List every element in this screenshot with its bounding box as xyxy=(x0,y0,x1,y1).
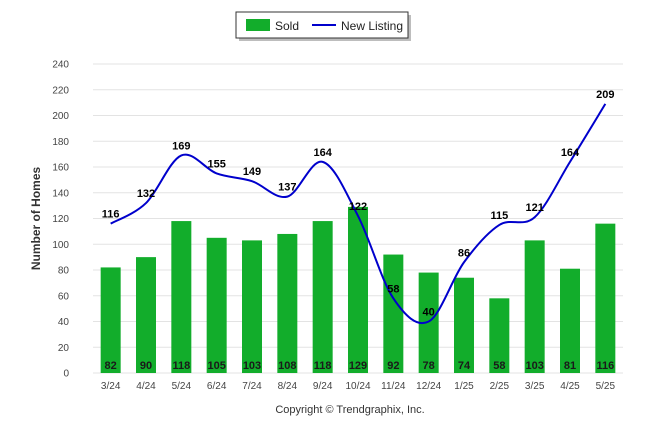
bar-label-sold: 92 xyxy=(387,360,399,372)
bar-label-sold: 81 xyxy=(564,360,576,372)
x-axis-ticks: 3/24 4/24 5/24 6/24 7/24 8/24 9/24 10/24 11/24 12… xyxy=(101,381,616,392)
line-label-new-listing: 40 xyxy=(423,307,435,319)
bar-sold xyxy=(418,272,439,373)
x-tick-label: 4/25 xyxy=(560,381,580,392)
bar-label-sold: 78 xyxy=(423,360,435,372)
bar-sold xyxy=(348,206,368,373)
legend: Sold New Listing xyxy=(235,11,411,41)
legend-label-sold: Sold xyxy=(275,19,299,33)
x-tick-label: 2/25 xyxy=(490,381,510,392)
bar-sold xyxy=(489,298,510,373)
y-tick-label: 220 xyxy=(52,85,69,96)
y-tick-label: 240 xyxy=(52,60,69,71)
bar-sold xyxy=(136,257,156,373)
bar-sold xyxy=(524,240,545,373)
bar-label-sold: 103 xyxy=(525,360,543,372)
y-tick-label: 100 xyxy=(52,240,69,251)
x-tick-label: 10/24 xyxy=(345,381,370,392)
y-axis-title: Number of Homes xyxy=(29,167,43,271)
x-tick-label: 6/24 xyxy=(207,381,227,392)
y-tick-label: 200 xyxy=(52,111,69,122)
line-label-new-listing: 169 xyxy=(172,140,190,152)
legend-label-new-listing: New Listing xyxy=(341,19,403,33)
x-tick-label: 5/24 xyxy=(172,381,192,392)
bar-label-sold: 129 xyxy=(349,360,367,372)
legend-swatch-sold xyxy=(246,19,270,31)
line-label-new-listing: 122 xyxy=(349,201,367,213)
bar-sold xyxy=(171,221,192,373)
y-tick-label: 160 xyxy=(52,163,69,174)
x-tick-label: 3/24 xyxy=(101,381,121,392)
bar-label-sold: 118 xyxy=(314,360,332,372)
y-tick-label: 0 xyxy=(63,369,69,380)
y-tick-label: 60 xyxy=(58,291,70,302)
bar-sold xyxy=(454,277,474,373)
line-label-new-listing: 132 xyxy=(137,188,155,200)
bar-label-sold: 58 xyxy=(493,360,505,372)
x-tick-label: 7/24 xyxy=(242,381,262,392)
bar-label-sold: 74 xyxy=(458,360,471,372)
line-label-new-listing: 149 xyxy=(243,166,261,178)
line-label-new-listing: 58 xyxy=(387,283,399,295)
x-tick-label: 3/25 xyxy=(525,381,545,392)
bar-label-sold: 103 xyxy=(243,360,261,372)
y-tick-label: 180 xyxy=(52,137,69,148)
bar-label-sold: 116 xyxy=(596,360,614,372)
bar-label-sold: 82 xyxy=(105,360,117,372)
y-tick-label: 140 xyxy=(52,188,69,199)
copyright-text: Copyright © Trendgraphix, Inc. xyxy=(275,404,424,416)
bar-label-sold: 118 xyxy=(172,360,190,372)
new-listing-line xyxy=(110,103,607,324)
line-label-new-listing: 164 xyxy=(561,147,580,159)
x-tick-label: 5/25 xyxy=(596,381,616,392)
y-tick-label: 120 xyxy=(52,214,69,225)
line-label-new-listing: 121 xyxy=(525,202,543,214)
line-label-new-listing: 116 xyxy=(102,209,120,221)
line-label-new-listing: 86 xyxy=(458,247,470,259)
new-listing-labels: 116 132 169 155 149 137 164 122 58 40 86 115 121 164 2… xyxy=(102,89,615,319)
line-label-new-listing: 164 xyxy=(313,147,332,159)
line-label-new-listing: 137 xyxy=(278,182,296,194)
x-tick-label: 11/24 xyxy=(381,381,406,392)
y-tick-label: 80 xyxy=(58,266,70,277)
x-tick-label: 12/24 xyxy=(416,381,441,392)
line-label-new-listing: 155 xyxy=(207,158,225,170)
bar-sold xyxy=(595,223,616,373)
y-axis-ticks: 0 20 40 60 80 100 120 140 160 180 200 220 240 xyxy=(52,60,69,380)
y-tick-label: 20 xyxy=(58,343,70,354)
y-tick-label: 40 xyxy=(58,317,70,328)
x-tick-label: 1/25 xyxy=(454,381,474,392)
bar-label-sold: 105 xyxy=(207,360,225,372)
bar-label-sold: 108 xyxy=(278,360,296,372)
line-label-new-listing: 115 xyxy=(490,210,508,222)
x-tick-label: 9/24 xyxy=(313,381,333,392)
bar-sold xyxy=(383,254,404,373)
sold-bars xyxy=(100,206,616,373)
bar-label-sold: 90 xyxy=(140,360,152,372)
x-tick-label: 8/24 xyxy=(278,381,298,392)
bar-sold xyxy=(206,237,227,373)
bar-sold xyxy=(277,233,298,373)
sold-bar-labels: 82 90 118 105 103 108 118 129 92 78 74 58 103 81 116 xyxy=(105,360,615,372)
line-label-new-listing: 209 xyxy=(596,89,614,101)
bar-sold xyxy=(100,267,121,373)
bar-sold xyxy=(312,221,333,373)
bar-sold xyxy=(560,268,580,373)
x-tick-label: 4/24 xyxy=(136,381,156,392)
bar-sold xyxy=(242,240,262,373)
